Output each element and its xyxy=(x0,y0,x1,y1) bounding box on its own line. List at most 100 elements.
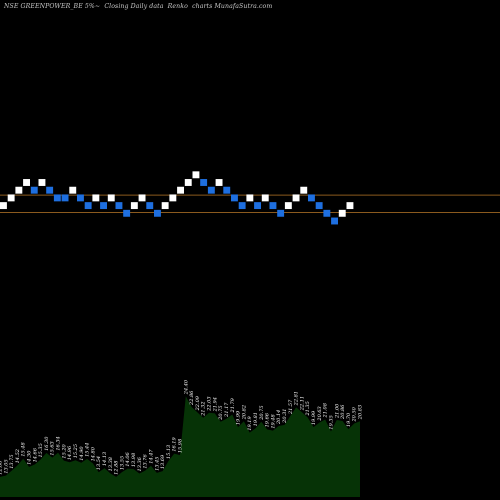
price-label: 15.20 xyxy=(61,443,67,458)
renko-brick xyxy=(215,179,223,186)
closing-price-area xyxy=(0,396,360,497)
renko-brick xyxy=(184,179,192,186)
renko-brick xyxy=(254,202,261,210)
price-label: 14.80 xyxy=(90,446,96,461)
renko-brick xyxy=(38,179,46,186)
price-label: 14.96 xyxy=(67,445,73,460)
price-label: 19.19 xyxy=(247,416,253,431)
renko-brick xyxy=(238,202,246,210)
renko-brick xyxy=(123,209,131,217)
renko-brick xyxy=(269,202,277,210)
price-label: 21.94 xyxy=(212,397,218,412)
renko-brick xyxy=(346,202,354,210)
price-label: 16.34 xyxy=(56,436,62,450)
renko-brick xyxy=(284,202,292,210)
price-label: 15.44 xyxy=(85,443,91,457)
renko-brick xyxy=(69,186,77,194)
price-label: 20.50 xyxy=(352,406,358,422)
price-label: 15.48 xyxy=(21,442,27,456)
price-label: 13.05 xyxy=(3,459,9,473)
renko-brick xyxy=(169,194,177,202)
renko-brick xyxy=(300,186,308,194)
price-label: 13.54 xyxy=(96,456,102,470)
price-label: 22.03 xyxy=(207,396,213,411)
renko-brick xyxy=(84,202,92,210)
renko-brick xyxy=(146,202,154,210)
price-label: 19.66 xyxy=(265,412,271,427)
price-label: 12.88 xyxy=(0,461,4,475)
price-label: 20.75 xyxy=(259,405,265,420)
price-label: 20.75 xyxy=(218,405,224,420)
price-label: 16.30 xyxy=(44,436,50,451)
price-label: 13.98 xyxy=(131,453,137,467)
renko-brick xyxy=(200,179,208,186)
renko-brick xyxy=(323,209,331,217)
price-label: 13.69 xyxy=(160,454,166,469)
renko-brick xyxy=(115,202,123,210)
renko-brick xyxy=(130,202,138,210)
price-label: 20.86 xyxy=(340,404,346,420)
renko-brick xyxy=(207,186,215,194)
price-label: 19.99 xyxy=(236,410,242,425)
price-label: 21.35 xyxy=(305,401,311,416)
renko-brick xyxy=(277,209,285,217)
price-label: 13.38 xyxy=(108,457,114,471)
renko-brick xyxy=(315,202,323,210)
price-label: 14.47 xyxy=(148,449,154,464)
price-label: 19.81 xyxy=(253,412,259,426)
renko-brick xyxy=(308,194,315,202)
price-label: 21.17 xyxy=(224,402,230,418)
price-label: 15.13 xyxy=(166,445,172,459)
renko-brick xyxy=(107,194,115,202)
renko-brick xyxy=(23,179,30,186)
price-label: 20.14 xyxy=(276,410,282,425)
price-label: 15.98 xyxy=(178,439,184,453)
renko-brick xyxy=(246,194,254,202)
renko-brick xyxy=(338,209,346,217)
price-label: 14.06 xyxy=(125,451,131,466)
price-label: 22.81 xyxy=(294,391,300,406)
price-label: 19.70 xyxy=(346,412,352,427)
chart-title: NSE GREENPOWER_BE 5%~ Closing Daily data… xyxy=(4,3,273,10)
renko-brick xyxy=(92,194,100,202)
renko-brick xyxy=(231,194,238,202)
price-label: 14.30 xyxy=(27,450,33,465)
price-label: 20.83 xyxy=(358,405,364,420)
renko-brick xyxy=(100,202,107,210)
price-label: 21.57 xyxy=(288,399,294,415)
renko-brick xyxy=(161,202,169,210)
price-label: 15.63 xyxy=(50,441,56,455)
renko-brick xyxy=(261,194,269,202)
price-label: 14.66 xyxy=(32,447,38,462)
price-label: 13.45 xyxy=(154,457,160,471)
price-label: 14.13 xyxy=(102,452,108,466)
price-area xyxy=(0,396,360,497)
price-label: 19.48 xyxy=(270,414,276,428)
price-label: 14.90 xyxy=(79,446,85,461)
price-label: 22.11 xyxy=(299,396,305,411)
renko-brick xyxy=(77,194,84,202)
price-label: 20.63 xyxy=(317,406,323,421)
renko-brick xyxy=(7,194,15,202)
renko-brick xyxy=(53,194,61,202)
price-label: 19.99 xyxy=(311,410,317,425)
renko-brick xyxy=(292,194,300,202)
price-label: 14.52 xyxy=(15,449,21,463)
price-label: 20.31 xyxy=(282,409,288,424)
renko-brick xyxy=(61,194,69,202)
price-label: 13.36 xyxy=(137,456,143,471)
price-label: 13.55 xyxy=(119,456,125,470)
price-label: 21.00 xyxy=(334,403,340,419)
price-label: 21.79 xyxy=(230,397,236,413)
renko-brick xyxy=(46,186,54,194)
renko-brick xyxy=(223,186,231,194)
price-label: 12.88 xyxy=(114,461,120,475)
price-label: 22.09 xyxy=(195,395,201,411)
renko-brick xyxy=(138,194,146,202)
price-label: 21.08 xyxy=(323,403,329,418)
renko-brick xyxy=(154,209,161,217)
price-label: 22.86 xyxy=(189,390,195,406)
price-label: 15.25 xyxy=(73,444,79,458)
